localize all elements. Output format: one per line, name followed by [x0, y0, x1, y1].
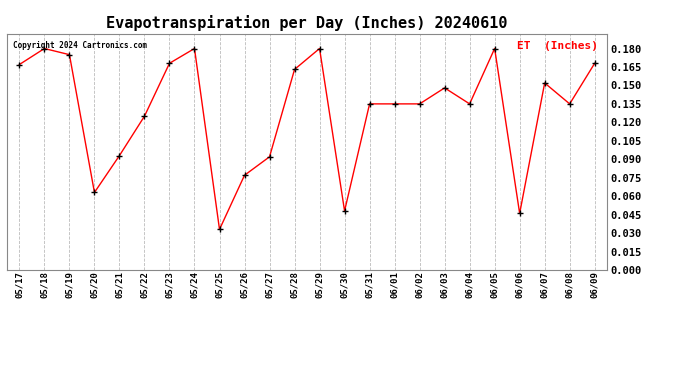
Text: ET  (Inches): ET (Inches) [518, 41, 598, 51]
Title: Evapotranspiration per Day (Inches) 20240610: Evapotranspiration per Day (Inches) 2024… [106, 15, 508, 31]
Text: Copyright 2024 Cartronics.com: Copyright 2024 Cartronics.com [13, 41, 147, 50]
